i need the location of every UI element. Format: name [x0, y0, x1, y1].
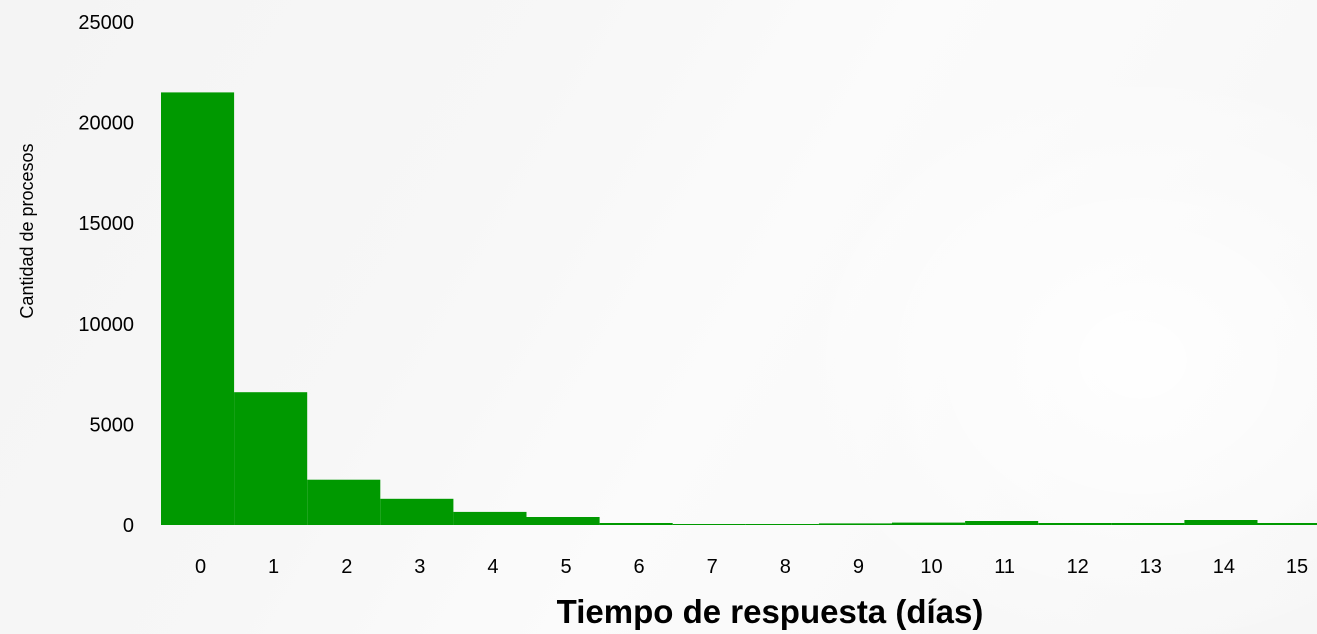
bar-2: [307, 479, 381, 525]
x-tick-label: 4: [487, 556, 498, 578]
bar-10: [892, 522, 966, 525]
y-tick-label: 15000: [78, 213, 134, 235]
y-tick-label: 5000: [90, 414, 135, 436]
bar-12: [1038, 523, 1112, 525]
y-tick-label: 25000: [78, 12, 134, 34]
x-tick-label: 12: [1067, 556, 1089, 578]
x-tick-label: 10: [920, 556, 942, 578]
bar-9: [818, 523, 892, 525]
x-tick-label: 11: [994, 556, 1015, 578]
x-tick-label: 8: [780, 556, 791, 578]
x-tick-label: 1: [268, 556, 279, 578]
bar-15: [1257, 523, 1317, 525]
y-tick-label: 0: [123, 515, 134, 537]
x-axis-label: Tiempo de respuesta (días): [557, 593, 984, 630]
bar-0: [161, 92, 235, 526]
bars-group: [161, 92, 1317, 526]
bar-6: [599, 523, 673, 525]
x-tick-label: 9: [853, 556, 864, 578]
y-tick-label: 20000: [78, 113, 134, 135]
bar-3: [380, 498, 454, 525]
bar-1: [234, 392, 308, 525]
x-tick-label: 0: [195, 556, 206, 578]
x-tick-label: 14: [1213, 556, 1235, 578]
x-tick-label: 13: [1140, 556, 1162, 578]
x-tick-label: 2: [341, 556, 352, 578]
x-tick-label: 6: [634, 556, 645, 578]
x-tick-label: 3: [414, 556, 425, 578]
bar-5: [526, 517, 600, 525]
bar-7: [672, 524, 746, 525]
x-tick-label: 15: [1286, 556, 1308, 578]
y-axis-label: Cantidad de procesos: [17, 143, 37, 318]
y-tick-label: 10000: [78, 314, 134, 336]
bar-4: [453, 511, 527, 525]
bar-11: [965, 521, 1039, 525]
x-tick-label: 7: [707, 556, 718, 578]
x-tick-labels: 0 1 2 3 4 5 6 7 8 9 10 11 12 13 14 15: [195, 556, 1308, 578]
bar-13: [1111, 523, 1185, 525]
y-tick-labels: 0 5000 10000 15000 20000 25000: [78, 12, 134, 537]
bar-8: [745, 524, 819, 525]
bar-14: [1184, 520, 1258, 525]
x-tick-label: 5: [560, 556, 571, 578]
